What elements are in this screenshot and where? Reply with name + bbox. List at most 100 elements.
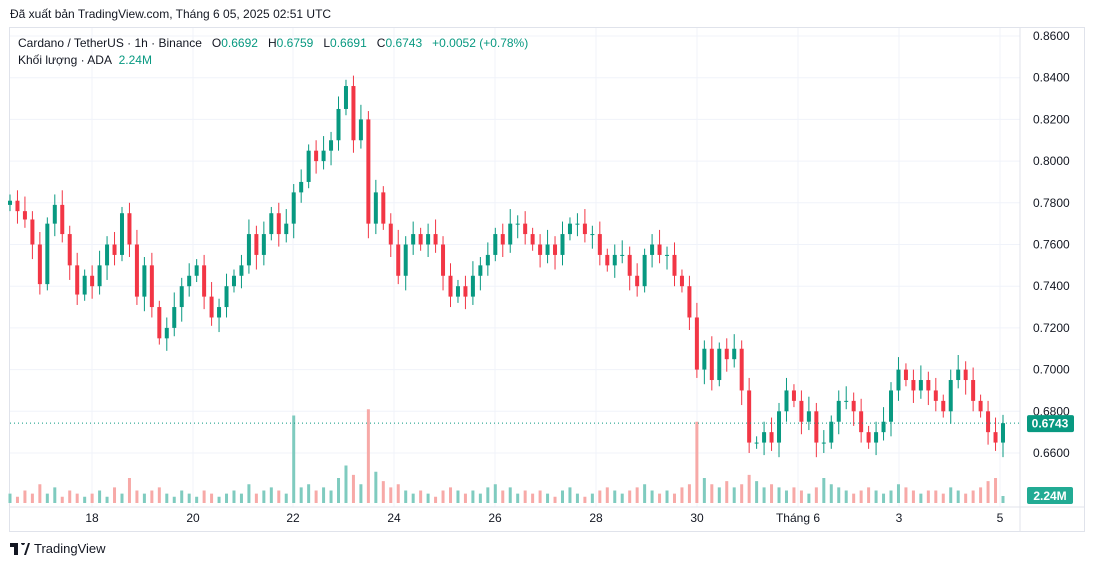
volume-bar	[792, 487, 796, 503]
volume-bar	[807, 493, 811, 503]
volume-bar	[986, 481, 990, 503]
x-tick-label: 18	[85, 511, 99, 525]
volume-bar	[822, 478, 826, 503]
volume-bar	[635, 487, 639, 503]
candle-body	[903, 369, 908, 381]
candle-body	[791, 390, 796, 401]
candle-body	[859, 411, 864, 433]
volume-bar	[493, 484, 497, 503]
candle-body	[433, 234, 438, 245]
volume-bar	[441, 490, 445, 503]
candle-body	[754, 442, 759, 444]
candle-body	[455, 286, 460, 297]
tradingview-logo[interactable]: TradingView	[10, 541, 106, 556]
volume-row: Khối lượng · ADA 2.24M	[18, 52, 528, 69]
candle-body	[553, 244, 558, 255]
volume-bar	[411, 493, 415, 503]
candle-body	[470, 275, 475, 297]
candle-body	[1001, 423, 1005, 443]
symbol-title[interactable]: Cardano / TetherUS · 1h · Binance	[18, 36, 202, 50]
volume-bar	[867, 487, 871, 503]
volume-bar	[837, 487, 841, 503]
candle-body	[582, 223, 587, 235]
candle-body	[306, 150, 311, 182]
published-caption: Đã xuất bản TradingView.com, Tháng 6 05,…	[10, 7, 332, 21]
volume-bar	[187, 493, 191, 503]
candle-body	[575, 223, 580, 225]
volume-bar	[38, 484, 42, 503]
candle-body	[426, 234, 431, 245]
candle-body	[769, 432, 774, 443]
y-tick-label: 0.7200	[1033, 321, 1070, 335]
volume-label[interactable]: Khối lượng · ADA	[18, 53, 112, 67]
candle-body	[844, 400, 849, 402]
candle-body	[612, 254, 617, 266]
candle-body	[874, 432, 879, 443]
candle-body	[485, 254, 490, 266]
volume-bar	[516, 493, 520, 503]
volume-bar	[269, 487, 273, 503]
volume-bar	[523, 490, 527, 503]
candle-body	[127, 213, 132, 245]
volume-bar	[814, 487, 818, 503]
candle-body	[179, 286, 184, 308]
volume-bar	[747, 474, 751, 503]
volume-bar	[247, 484, 251, 503]
candle-body	[45, 223, 50, 285]
volume-bar	[471, 490, 475, 503]
last-volume-label: 2.24M	[1033, 489, 1066, 503]
candle-body	[806, 411, 811, 422]
volume-bar	[217, 496, 221, 503]
candle-body	[60, 204, 65, 235]
volume-bar	[844, 490, 848, 503]
volume-bar	[53, 487, 57, 503]
volume-bar	[949, 487, 953, 503]
volume-bar	[770, 484, 774, 503]
volume-bar	[68, 490, 72, 503]
volume-bar	[351, 474, 355, 503]
candle-body	[231, 275, 236, 287]
candle-body	[702, 348, 707, 370]
volume-bar	[127, 478, 131, 503]
candle-body	[493, 234, 498, 255]
volume-bar	[165, 493, 169, 503]
volume-bar	[762, 487, 766, 503]
candle-body	[605, 254, 610, 266]
volume-bar	[157, 487, 161, 503]
candle-body	[590, 234, 595, 236]
volume-bar	[590, 493, 594, 503]
volume-bar	[919, 493, 923, 503]
candle-body	[911, 380, 916, 391]
volume-bar	[30, 493, 34, 503]
volume-bar	[344, 465, 348, 503]
volume-bar	[874, 490, 878, 503]
candle-body	[291, 192, 296, 224]
volume-bar	[426, 493, 430, 503]
candle-body	[463, 286, 468, 297]
volume-bar	[643, 484, 647, 503]
candle-body	[851, 400, 856, 412]
volume-bar	[583, 496, 587, 503]
candle-body	[164, 327, 169, 339]
y-tick-label: 0.7800	[1033, 196, 1070, 210]
tradingview-logo-icon	[10, 542, 30, 555]
x-tick-label: 30	[690, 511, 704, 525]
volume-bar	[210, 493, 214, 503]
x-tick-label: 3	[896, 511, 903, 525]
volume-bar	[882, 493, 886, 503]
candle-body	[336, 108, 341, 141]
volume-bar	[284, 493, 288, 503]
candle-body	[351, 86, 356, 141]
candle-body	[933, 390, 938, 401]
volume-bar	[889, 490, 893, 503]
volume-bar	[979, 487, 983, 503]
volume-bar	[994, 478, 998, 503]
candle-body	[314, 150, 319, 162]
candle-body	[224, 286, 229, 308]
volume-bar	[695, 421, 699, 503]
volume-bar	[605, 487, 609, 503]
candle-body	[411, 234, 416, 245]
volume-bar	[239, 493, 243, 503]
candle-body	[396, 244, 401, 276]
